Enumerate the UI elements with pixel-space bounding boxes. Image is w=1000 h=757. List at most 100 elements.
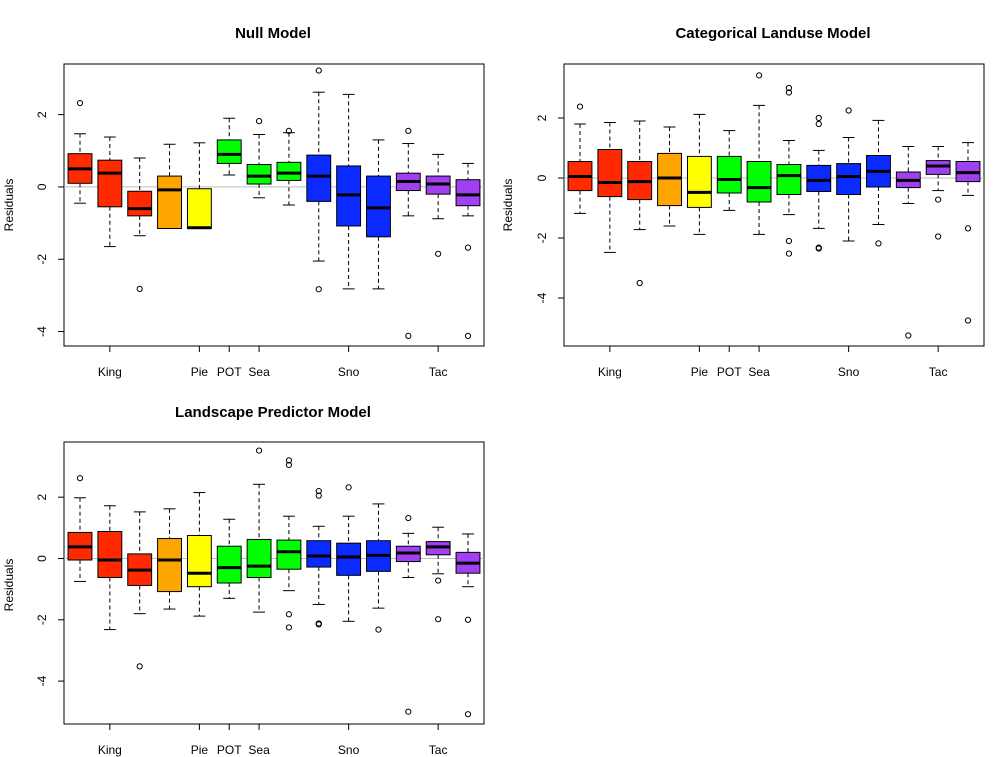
box-sno xyxy=(306,67,332,293)
panel-title: Categorical Landuse Model xyxy=(675,25,870,42)
box-body xyxy=(186,188,212,230)
box-tac xyxy=(425,153,451,257)
outlier-point xyxy=(964,225,972,232)
box-sea xyxy=(246,118,272,199)
y-tick-label: -2 xyxy=(35,254,49,265)
box-sea xyxy=(216,117,242,176)
y-tick-label: -4 xyxy=(535,292,549,303)
outlier-point xyxy=(464,616,472,623)
box-body xyxy=(686,155,712,208)
panel-title: Landscape Predictor Model xyxy=(175,404,371,421)
outlier-point xyxy=(405,514,412,522)
outlier-point xyxy=(285,461,293,469)
outlier-point xyxy=(815,120,822,128)
outlier-point xyxy=(935,233,942,240)
outlier-point xyxy=(285,611,293,618)
box-king xyxy=(597,122,623,253)
box-sea xyxy=(246,447,272,613)
outlier-point xyxy=(315,67,322,74)
box-body xyxy=(716,155,742,194)
outlier-point xyxy=(815,114,822,122)
box-pot xyxy=(686,113,712,235)
box-sea xyxy=(716,130,742,211)
outlier-point xyxy=(464,244,472,251)
y-tick-label: -2 xyxy=(535,232,549,243)
box-body xyxy=(276,539,302,570)
outlier-point xyxy=(255,118,263,125)
outlier-point xyxy=(76,475,84,482)
x-tick-label: POT xyxy=(217,365,242,379)
box-sno xyxy=(336,484,362,622)
box-sea xyxy=(776,84,802,257)
x-tick-label: King xyxy=(98,365,122,379)
y-tick-label: 0 xyxy=(35,183,49,190)
outlier-point xyxy=(285,624,293,631)
outlier-point xyxy=(785,84,793,92)
box-body xyxy=(246,164,272,185)
box-body xyxy=(246,538,272,578)
y-tick-label: -4 xyxy=(35,326,49,337)
box-king xyxy=(97,505,123,631)
box-sno xyxy=(306,487,332,628)
outlier-point xyxy=(405,332,412,339)
box-sno xyxy=(806,114,832,252)
box-king xyxy=(127,157,153,292)
box-pie xyxy=(657,126,682,227)
box-sea xyxy=(216,518,242,599)
y-tick-label: 0 xyxy=(35,555,49,562)
outlier-point xyxy=(405,708,412,715)
outlier-point xyxy=(285,457,293,464)
box-body xyxy=(216,139,242,164)
box-tac xyxy=(925,146,951,240)
x-tick-label: Pie xyxy=(191,365,209,379)
outlier-point xyxy=(785,250,793,257)
x-tick-label: King xyxy=(98,743,122,757)
box-tac xyxy=(395,127,421,339)
x-tick-label: Tac xyxy=(429,365,448,379)
outlier-point xyxy=(815,245,822,252)
x-tick-label: Pie xyxy=(691,365,709,379)
outlier-point xyxy=(845,107,852,114)
box-sno xyxy=(366,503,391,633)
outlier-point xyxy=(905,332,912,339)
outlier-point xyxy=(315,621,322,628)
box-sea xyxy=(276,127,302,206)
box-body xyxy=(306,154,332,202)
box-pie xyxy=(157,143,182,229)
y-tick-label: 2 xyxy=(35,111,49,118)
y-tick-label: 2 xyxy=(535,114,549,121)
box-pot xyxy=(186,492,212,617)
x-tick-label: Tac xyxy=(929,365,948,379)
box-sea xyxy=(276,457,302,631)
box-body xyxy=(597,149,623,198)
box-body xyxy=(836,163,862,196)
box-body xyxy=(306,540,332,568)
x-tick-label: POT xyxy=(217,743,242,757)
outlier-point xyxy=(636,279,643,287)
y-axis-label: Residuals xyxy=(501,179,515,232)
outlier-point xyxy=(76,99,84,107)
box-body xyxy=(97,531,123,578)
x-tick-label: Sno xyxy=(338,743,360,757)
outlier-point xyxy=(405,127,412,134)
box-body xyxy=(806,164,832,192)
x-tick-label: POT xyxy=(717,365,742,379)
box-body xyxy=(276,161,302,181)
panel-title: Null Model xyxy=(235,25,311,42)
y-tick-label: 0 xyxy=(535,174,549,181)
outlier-point xyxy=(375,626,382,633)
outlier-point xyxy=(315,492,322,499)
outlier-point xyxy=(435,616,442,623)
outlier-point xyxy=(464,332,472,339)
panel-categorical-landuse-model: Categorical Landuse Model Residuals -4 -2… xyxy=(501,25,985,379)
outlier-point xyxy=(136,663,143,670)
box-body xyxy=(157,175,182,229)
outlier-point xyxy=(935,196,942,203)
outlier-point xyxy=(435,577,442,584)
y-tick-label: -4 xyxy=(35,675,49,686)
box-tac xyxy=(955,142,981,324)
box-tac xyxy=(455,533,481,718)
x-tick-label: Sno xyxy=(838,365,860,379)
box-king xyxy=(97,136,123,248)
